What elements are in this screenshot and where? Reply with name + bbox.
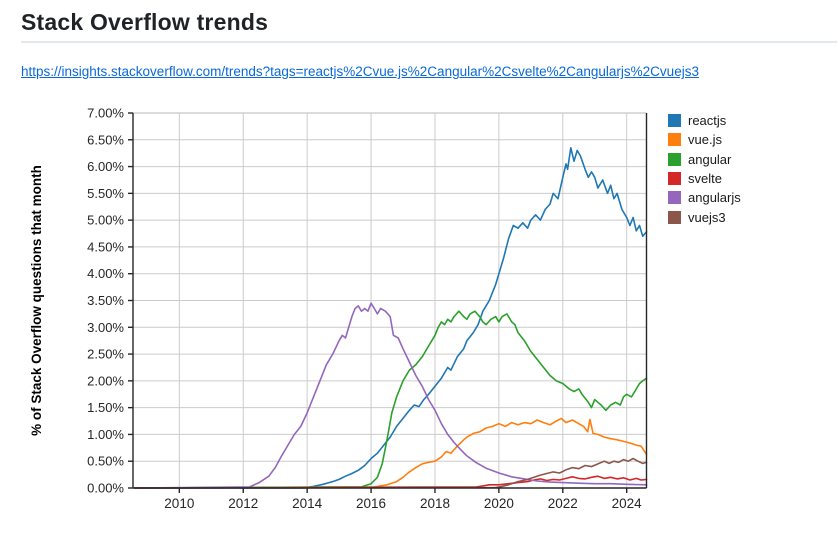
series-line-angularjs (133, 302, 648, 489)
legend-swatch (668, 133, 681, 147)
y-tick-label: 7.00% (87, 106, 124, 121)
chart-canvas: 0.00% 0.50% 1.00% 1.50% 2.00% 2.50% 3.00% 3.50%… (29, 106, 648, 511)
legend-item-reactjs: reactjs (668, 111, 741, 130)
y-tick-label: 6.50% (87, 132, 124, 147)
x-tick-label: 2022 (548, 496, 578, 511)
legend-label: angularjs (688, 190, 741, 206)
y-tick-label: 1.00% (87, 427, 124, 442)
chart-legend: reactjs vue.js angular svelte angularjs vuejs… (668, 111, 741, 227)
x-tick-label: 2020 (484, 496, 514, 511)
legend-item-svelte: svelte (668, 169, 741, 188)
legend-label: vuejs3 (688, 209, 726, 225)
y-tick-label: 6.00% (87, 159, 124, 174)
legend-item-angularjs: angularjs (668, 188, 741, 207)
legend-swatch (668, 152, 681, 166)
legend-swatch (668, 114, 681, 128)
x-tick-label: 2024 (612, 496, 643, 511)
x-tick-label: 2014 (292, 496, 323, 511)
x-tick-label: 2010 (164, 496, 194, 511)
series-line-vuejs3 (133, 457, 648, 489)
page-title: Stack Overflow trends (21, 9, 269, 35)
legend-label: angular (688, 151, 732, 167)
y-tick-label: 0.00% (87, 481, 124, 496)
trends-link[interactable]: https://insights.stackoverflow.com/trend… (21, 64, 699, 79)
y-tick-label: 5.00% (87, 213, 124, 228)
x-tick-label: 2018 (420, 496, 450, 511)
x-tick-label: 2016 (356, 496, 386, 511)
legend-swatch (668, 172, 681, 186)
y-tick-label: 3.00% (87, 320, 124, 335)
y-axis-title: % of Stack Overflow questions that month (29, 165, 44, 436)
legend-label: vue.js (688, 132, 722, 148)
legend-item-vuejs3: vuejs3 (668, 207, 741, 226)
y-tick-label: 0.50% (87, 454, 124, 469)
y-tick-label: 3.50% (87, 293, 124, 308)
series-line-svelte (133, 475, 648, 489)
y-tick-label: 4.00% (87, 266, 124, 281)
x-tick-label: 2012 (228, 496, 258, 511)
legend-item-vue-js: vue.js (668, 130, 741, 149)
title-divider (21, 41, 837, 43)
trends-chart-figure: 0.00% 0.50% 1.00% 1.50% 2.00% 2.50% 3.00% 3.50%… (0, 92, 838, 541)
legend-swatch (668, 191, 681, 205)
y-tick-label: 2.00% (87, 373, 124, 388)
legend-swatch (668, 210, 681, 224)
legend-label: reactjs (688, 113, 727, 129)
legend-label: svelte (688, 171, 722, 187)
series-line-reactjs (133, 146, 648, 489)
y-tick-label: 2.50% (87, 347, 124, 362)
series-line-vue-js (133, 417, 648, 489)
y-tick-label: 4.50% (87, 239, 124, 254)
series-line-angular (133, 310, 648, 489)
y-tick-label: 5.50% (87, 186, 124, 201)
y-tick-label: 1.50% (87, 400, 124, 415)
legend-item-angular: angular (668, 150, 741, 169)
